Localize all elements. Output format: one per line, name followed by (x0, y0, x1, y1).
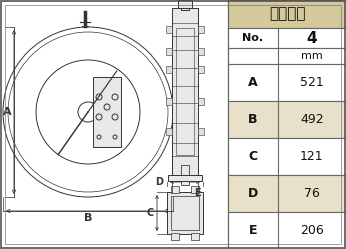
Text: 产品尺寸: 产品尺寸 (269, 6, 305, 21)
Bar (166, 48, 172, 55)
Text: 206: 206 (300, 224, 324, 237)
Bar (228, 0, 346, 28)
Bar (166, 66, 172, 73)
Bar (166, 98, 172, 105)
Text: 521: 521 (300, 76, 324, 89)
Bar (198, 26, 204, 33)
Text: D: D (155, 177, 163, 187)
Text: B: B (84, 213, 92, 223)
Bar (178, 0, 192, 8)
Bar (168, 175, 202, 181)
Text: 492: 492 (300, 113, 324, 126)
Bar (181, 165, 189, 185)
Bar (166, 128, 172, 135)
Bar (198, 48, 204, 55)
Text: B: B (248, 113, 257, 126)
Bar (166, 26, 172, 33)
Bar (172, 8, 198, 175)
Bar (228, 138, 346, 175)
Text: A: A (3, 107, 11, 117)
Bar (181, 0, 189, 10)
Bar (171, 186, 179, 193)
Text: 76: 76 (304, 187, 320, 200)
Bar (198, 98, 204, 105)
Bar (198, 66, 204, 73)
Bar (228, 28, 346, 48)
Bar (228, 175, 346, 212)
Bar (171, 233, 179, 240)
Bar (167, 192, 203, 234)
Bar (228, 212, 346, 249)
Text: E: E (248, 224, 257, 237)
Text: 121: 121 (300, 150, 324, 163)
Text: No.: No. (242, 33, 263, 43)
Text: C: C (248, 150, 257, 163)
Bar (93, 77, 121, 147)
Text: C: C (146, 208, 154, 218)
Bar (0, 0, 228, 249)
Text: E: E (194, 188, 200, 198)
Text: D: D (248, 187, 258, 200)
Text: A: A (248, 76, 257, 89)
Bar (191, 233, 199, 240)
Bar (228, 101, 346, 138)
Bar (176, 28, 194, 155)
Bar (198, 128, 204, 135)
Bar (228, 0, 346, 249)
Bar (228, 48, 346, 64)
Text: mm: mm (301, 51, 323, 61)
Bar (171, 196, 199, 230)
Bar (228, 64, 346, 101)
Text: 4: 4 (307, 30, 317, 46)
Bar (191, 186, 199, 193)
